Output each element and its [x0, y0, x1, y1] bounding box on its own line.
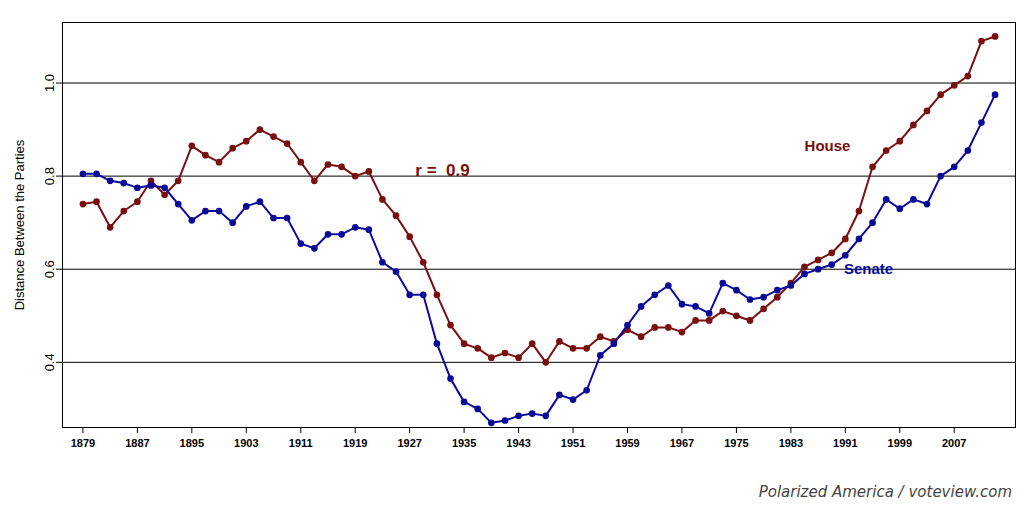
- svg-text:1895: 1895: [180, 437, 204, 449]
- svg-text:1927: 1927: [397, 437, 421, 449]
- svg-text:1959: 1959: [615, 437, 639, 449]
- svg-text:1983: 1983: [779, 437, 803, 449]
- svg-text:1903: 1903: [234, 437, 258, 449]
- svg-text:1.0: 1.0: [42, 74, 57, 92]
- svg-text:0.8: 0.8: [42, 167, 57, 185]
- svg-text:0.4: 0.4: [42, 353, 57, 371]
- svg-text:Distance Between the Parties: Distance Between the Parties: [12, 139, 27, 310]
- svg-text:1911: 1911: [289, 437, 313, 449]
- svg-text:1919: 1919: [343, 437, 367, 449]
- svg-text:1999: 1999: [888, 437, 912, 449]
- svg-text:1943: 1943: [506, 437, 530, 449]
- svg-text:1887: 1887: [125, 437, 149, 449]
- svg-text:Senate: Senate: [844, 260, 893, 277]
- svg-text:1975: 1975: [724, 437, 748, 449]
- svg-text:1935: 1935: [452, 437, 476, 449]
- svg-text:2007: 2007: [942, 437, 966, 449]
- svg-text:0.6: 0.6: [42, 260, 57, 278]
- svg-text:r = 0.9: r = 0.9: [415, 161, 469, 180]
- svg-text:1951: 1951: [561, 437, 585, 449]
- svg-text:1991: 1991: [833, 437, 857, 449]
- svg-text:House: House: [805, 137, 851, 154]
- html-text:Polarized America / voteview.c: Polarized America / voteview.com: [758, 483, 1012, 501]
- svg-text:1879: 1879: [71, 437, 95, 449]
- svg-text:1967: 1967: [670, 437, 694, 449]
